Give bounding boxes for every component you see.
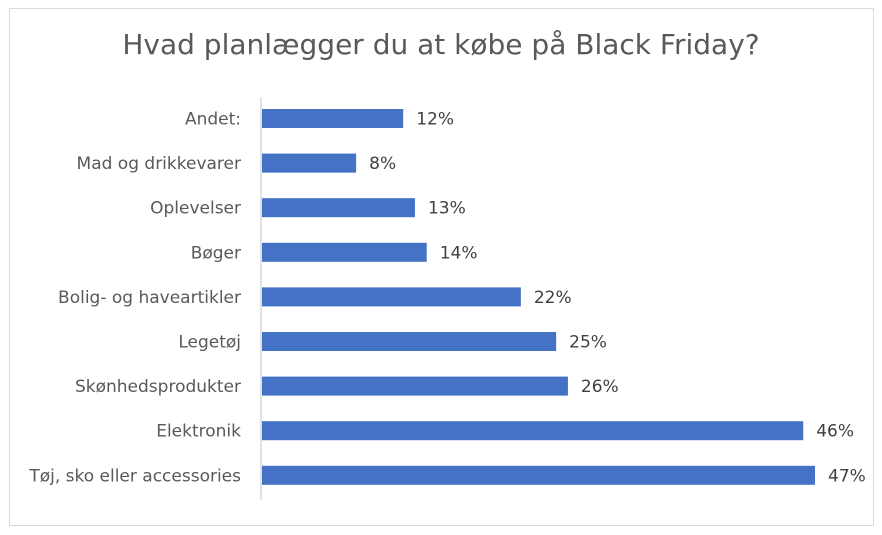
data-label: 13% — [428, 199, 466, 219]
bar — [262, 109, 404, 128]
category-label: Oplevelser — [150, 199, 241, 219]
bar — [262, 376, 568, 396]
bar — [262, 465, 815, 485]
bar — [262, 421, 804, 441]
category-label: Bøger — [191, 243, 241, 263]
bar — [262, 242, 427, 262]
bar — [262, 153, 357, 173]
category-label: Andet: — [185, 110, 241, 130]
data-label: 14% — [440, 243, 478, 263]
bar — [262, 287, 521, 307]
bar — [262, 198, 415, 218]
category-label: Mad og drikkevarer — [77, 154, 241, 174]
data-label: 26% — [581, 377, 619, 397]
chart-title: Hvad planlægger du at købe på Black Frid… — [122, 28, 760, 61]
bar — [262, 332, 557, 351]
data-label: 25% — [569, 333, 607, 353]
data-label: 22% — [534, 288, 572, 308]
data-label: 12% — [416, 110, 454, 130]
data-label: 47% — [828, 466, 866, 486]
category-label: Bolig- og haveartikler — [58, 288, 241, 308]
data-label: 8% — [369, 154, 396, 174]
category-label: Legetøj — [178, 333, 241, 353]
data-label: 46% — [816, 422, 854, 442]
category-label: Elektronik — [156, 422, 241, 442]
category-label: Skønhedsprodukter — [75, 377, 241, 397]
category-label: Tøj, sko eller accessories — [28, 466, 241, 486]
